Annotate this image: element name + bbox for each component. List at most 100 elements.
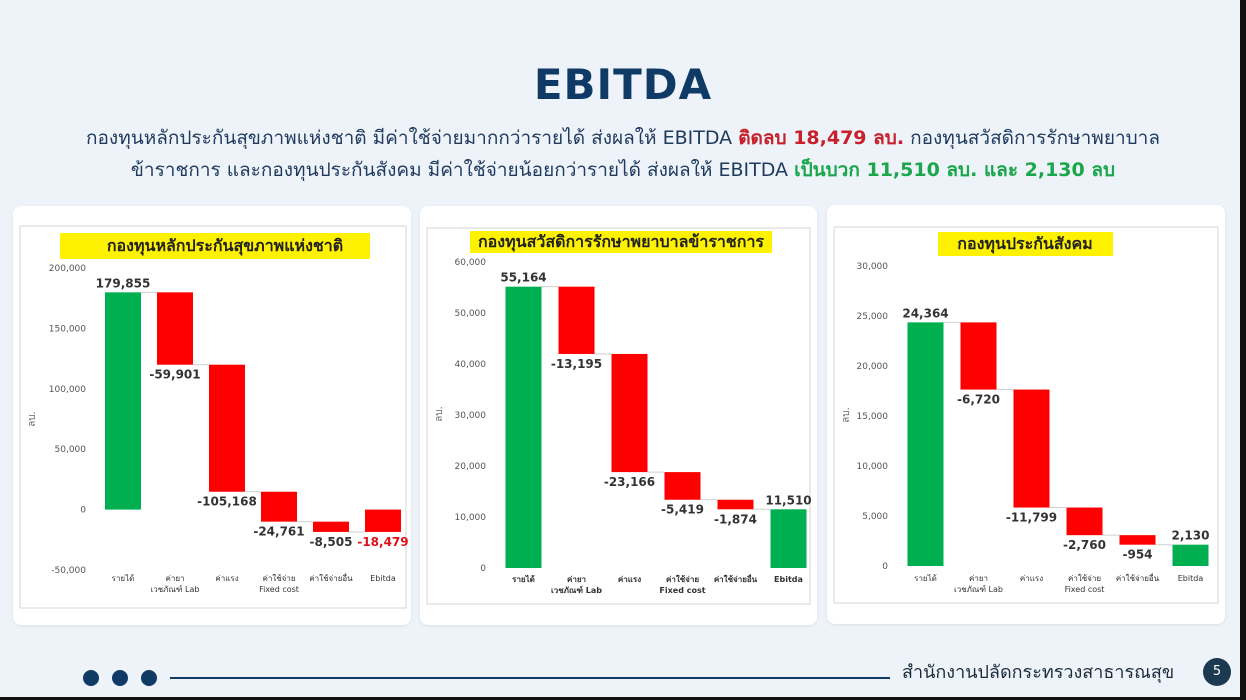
- category-label: ค่าใช้จ่าย: [666, 574, 699, 584]
- category-label: รายได้: [914, 574, 937, 583]
- chart-title-highlight: [938, 232, 1113, 256]
- dot-icon: [83, 670, 99, 686]
- category-label: ค่ายา: [165, 574, 184, 583]
- waterfall-bar: [907, 322, 944, 566]
- data-label: -954: [1122, 548, 1152, 562]
- y-tick-label: 0: [480, 564, 486, 574]
- data-label: -6,720: [957, 393, 1000, 407]
- chart-title: กองทุนสวัสดิการรักษาพยาบาลข้าราชการ: [478, 232, 764, 252]
- category-label: ค่าใช้จ่ายอื่น: [1116, 572, 1160, 583]
- chart-title-highlight: [470, 231, 772, 253]
- y-axis-label: ลบ.: [434, 406, 445, 422]
- category-label: Ebitda: [774, 575, 803, 584]
- subtitle-highlight-negative: ติดลบ 18,479 ลบ.: [738, 127, 905, 149]
- y-axis-label: ลบ.: [27, 411, 38, 427]
- subtitle-line-1: กองทุนหลักประกันสุขภาพแห่งชาติ มีค่าใช้จ…: [0, 123, 1246, 153]
- y-tick-label: 5,000: [862, 512, 888, 522]
- y-tick-label: 50,000: [455, 309, 487, 319]
- footer-divider: [170, 677, 890, 679]
- subtitle-text: ข้าราชการ และกองทุนประกันสังคม มีค่าใช้จ…: [130, 159, 795, 181]
- data-label: -13,195: [551, 357, 602, 371]
- y-tick-label: 10,000: [455, 513, 487, 523]
- waterfall-bar: [1066, 507, 1103, 536]
- category-label: เวชภัณฑ์ Lab: [551, 585, 602, 595]
- data-label: 55,164: [500, 271, 546, 285]
- chart-card-nhso: กองทุนหลักประกันสุขภาพแห่งชาติ ลบ. -50,000…: [13, 206, 411, 625]
- y-tick-label: 25,000: [857, 312, 889, 322]
- category-label: Ebitda: [1178, 574, 1204, 583]
- data-label: -105,168: [197, 495, 257, 509]
- data-label: -5,419: [661, 503, 704, 517]
- waterfall-bar: [313, 521, 349, 532]
- y-tick-label: 200,000: [49, 264, 86, 274]
- data-label: -59,901: [149, 368, 200, 382]
- footer-organization: สำนักงานปลัดกระทรวงสาธารณสุข: [902, 662, 1175, 683]
- frame-bottom-edge: [0, 697, 1246, 700]
- category-label: ค่าใช้จ่ายอื่น: [309, 572, 353, 583]
- waterfall-bar: [505, 286, 542, 568]
- data-label: -18,479: [357, 535, 408, 549]
- waterfall-bar: [770, 509, 807, 568]
- data-label: 2,130: [1172, 529, 1210, 543]
- waterfall-bar: [717, 499, 754, 510]
- category-label: Fixed cost: [659, 586, 705, 595]
- data-label: 11,510: [765, 493, 811, 507]
- y-tick-label: 60,000: [455, 258, 487, 268]
- waterfall-bar: [960, 322, 997, 390]
- page-title: EBITDA: [533, 60, 713, 109]
- category-label: ค่าใช้จ่าย: [262, 574, 295, 583]
- y-tick-label: 40,000: [455, 360, 487, 370]
- category-label: เวชภัณฑ์ Lab: [151, 584, 200, 594]
- y-axis-label: ลบ.: [841, 407, 852, 423]
- waterfall-bar: [558, 286, 595, 354]
- chart-frame: [833, 226, 1219, 604]
- category-label: Fixed cost: [1065, 585, 1105, 594]
- chart-title: กองทุนประกันสังคม: [957, 234, 1092, 254]
- data-label: -1,874: [714, 512, 757, 526]
- frame-right-edge: [1240, 0, 1246, 700]
- waterfall-bar: [365, 509, 401, 532]
- data-label: -2,760: [1063, 538, 1106, 552]
- chart-title: กองทุนหลักประกันสุขภาพแห่งชาติ: [107, 236, 343, 256]
- data-label: -24,761: [253, 525, 304, 539]
- category-label: เวชภัณฑ์ Lab: [954, 584, 1003, 594]
- category-label: ค่าแรง: [618, 575, 641, 584]
- waterfall-chart-nhso: กองทุนหลักประกันสุขภาพแห่งชาติลบ. -50,000…: [19, 225, 409, 609]
- y-tick-label: 15,000: [857, 412, 889, 422]
- waterfall-bar: [611, 353, 648, 473]
- chart-card-sso: กองทุนประกันสังคมลบ. 0 5,000 10,000 15,000 20…: [827, 205, 1225, 624]
- y-tick-label: 100,000: [49, 385, 86, 395]
- subtitle-line-2: ข้าราชการ และกองทุนประกันสังคม มีค่าใช้จ…: [0, 155, 1246, 185]
- y-tick-label: 20,000: [857, 362, 889, 372]
- y-tick-label: 0: [882, 562, 888, 572]
- category-label: ค่าแรง: [1020, 574, 1043, 583]
- category-label: Ebitda: [370, 574, 396, 583]
- data-label: 24,364: [902, 306, 948, 320]
- category-label: รายได้: [512, 574, 535, 584]
- chart-frame: [426, 227, 811, 605]
- chart-card-csmbs: กองทุนสวัสดิการรักษาพยาบาลข้าราชการลบ. 0 1…: [420, 206, 817, 625]
- category-label: ค่ายา: [567, 575, 586, 584]
- waterfall-bar: [157, 292, 193, 365]
- category-label: ค่ายา: [969, 574, 988, 583]
- y-tick-label: 10,000: [857, 462, 889, 472]
- subtitle-text: กองทุนสวัสดิการรักษาพยาบาล: [904, 127, 1160, 149]
- subtitle-highlight-positive: เป็นบวก 11,510 ลบ. และ 2,130 ลบ: [794, 159, 1116, 181]
- waterfall-bar: [209, 364, 245, 492]
- y-tick-label: 50,000: [55, 445, 87, 455]
- dot-icon: [141, 670, 157, 686]
- y-tick-label: 20,000: [455, 462, 487, 472]
- waterfall-bar: [1119, 535, 1156, 545]
- waterfall-bar: [1172, 544, 1209, 566]
- category-label: ค่าแรง: [215, 574, 238, 583]
- chart-title-highlight: [60, 233, 370, 259]
- data-label: -8,505: [310, 535, 353, 549]
- data-label: -11,799: [1006, 511, 1057, 525]
- dot-icon: [112, 670, 128, 686]
- category-label: Fixed cost: [259, 585, 299, 594]
- y-tick-label: 0: [80, 506, 86, 516]
- data-label: 179,855: [96, 276, 151, 290]
- y-tick-label: 30,000: [455, 411, 487, 421]
